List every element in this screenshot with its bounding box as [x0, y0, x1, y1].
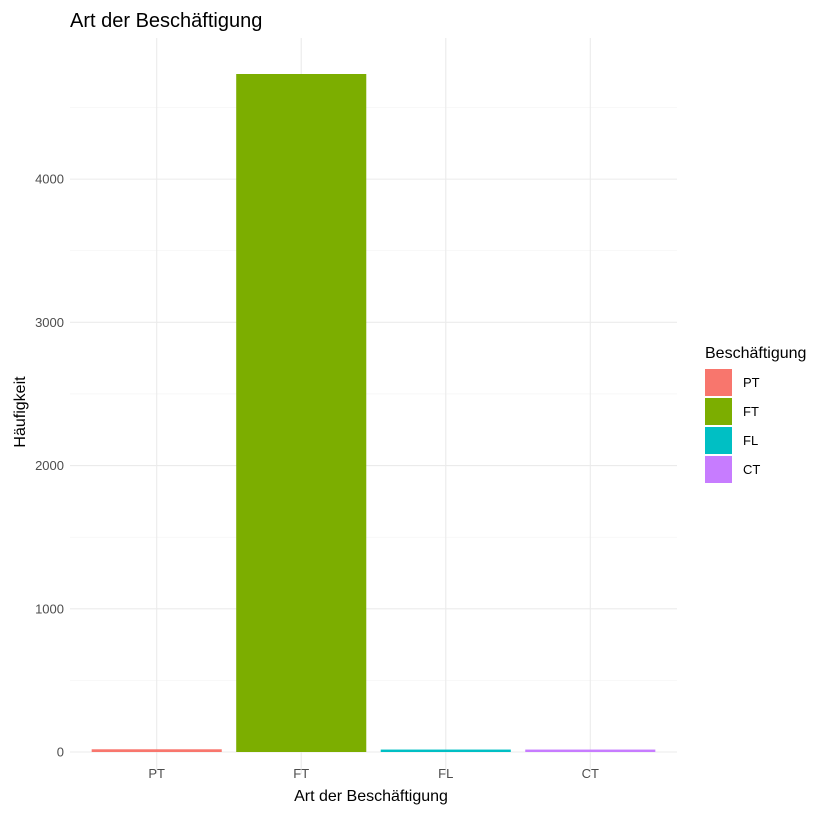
legend-label-fl: FL: [743, 433, 758, 448]
legend-key-ft: [705, 398, 732, 425]
x-tick-label-pt: PT: [148, 766, 165, 781]
grid-major-lines: [70, 38, 677, 774]
x-tick-label-ct: CT: [582, 766, 599, 781]
legend-label-ct: CT: [743, 462, 760, 477]
y-tick-label: 3000: [35, 315, 64, 330]
legend-key-fl: [705, 427, 732, 454]
y-tick-label: 2000: [35, 458, 64, 473]
bar-ft: [236, 74, 367, 752]
bar-ct: [525, 749, 656, 752]
legend-items: PT FT FL CT: [705, 369, 760, 483]
y-tick-label: 0: [57, 745, 64, 760]
x-axis-title: Art der Beschäftigung: [294, 788, 448, 805]
legend: Beschäftigung PT FT FL CT: [705, 345, 806, 483]
legend-label-pt: PT: [743, 375, 760, 390]
bar-pt: [91, 749, 222, 752]
x-tick-label-ft: FT: [293, 766, 309, 781]
x-tick-label-fl: FL: [438, 766, 453, 781]
y-axis-title: Häufigkeit: [12, 376, 29, 448]
bar-fl: [380, 749, 511, 752]
legend-label-ft: FT: [743, 404, 759, 419]
bars: [91, 74, 656, 752]
legend-key-pt: [705, 369, 732, 396]
y-tick-label: 4000: [35, 172, 64, 187]
legend-title: Beschäftigung: [705, 345, 806, 362]
legend-key-ct: [705, 456, 732, 483]
grid-minor-lines: [70, 107, 677, 681]
chart-title: Art der Beschäftigung: [70, 10, 262, 32]
x-axis-ticks: PT FT FL CT: [148, 766, 599, 781]
y-tick-label: 1000: [35, 601, 64, 616]
y-axis-ticks: 0 1000 2000 3000 4000: [35, 172, 64, 760]
